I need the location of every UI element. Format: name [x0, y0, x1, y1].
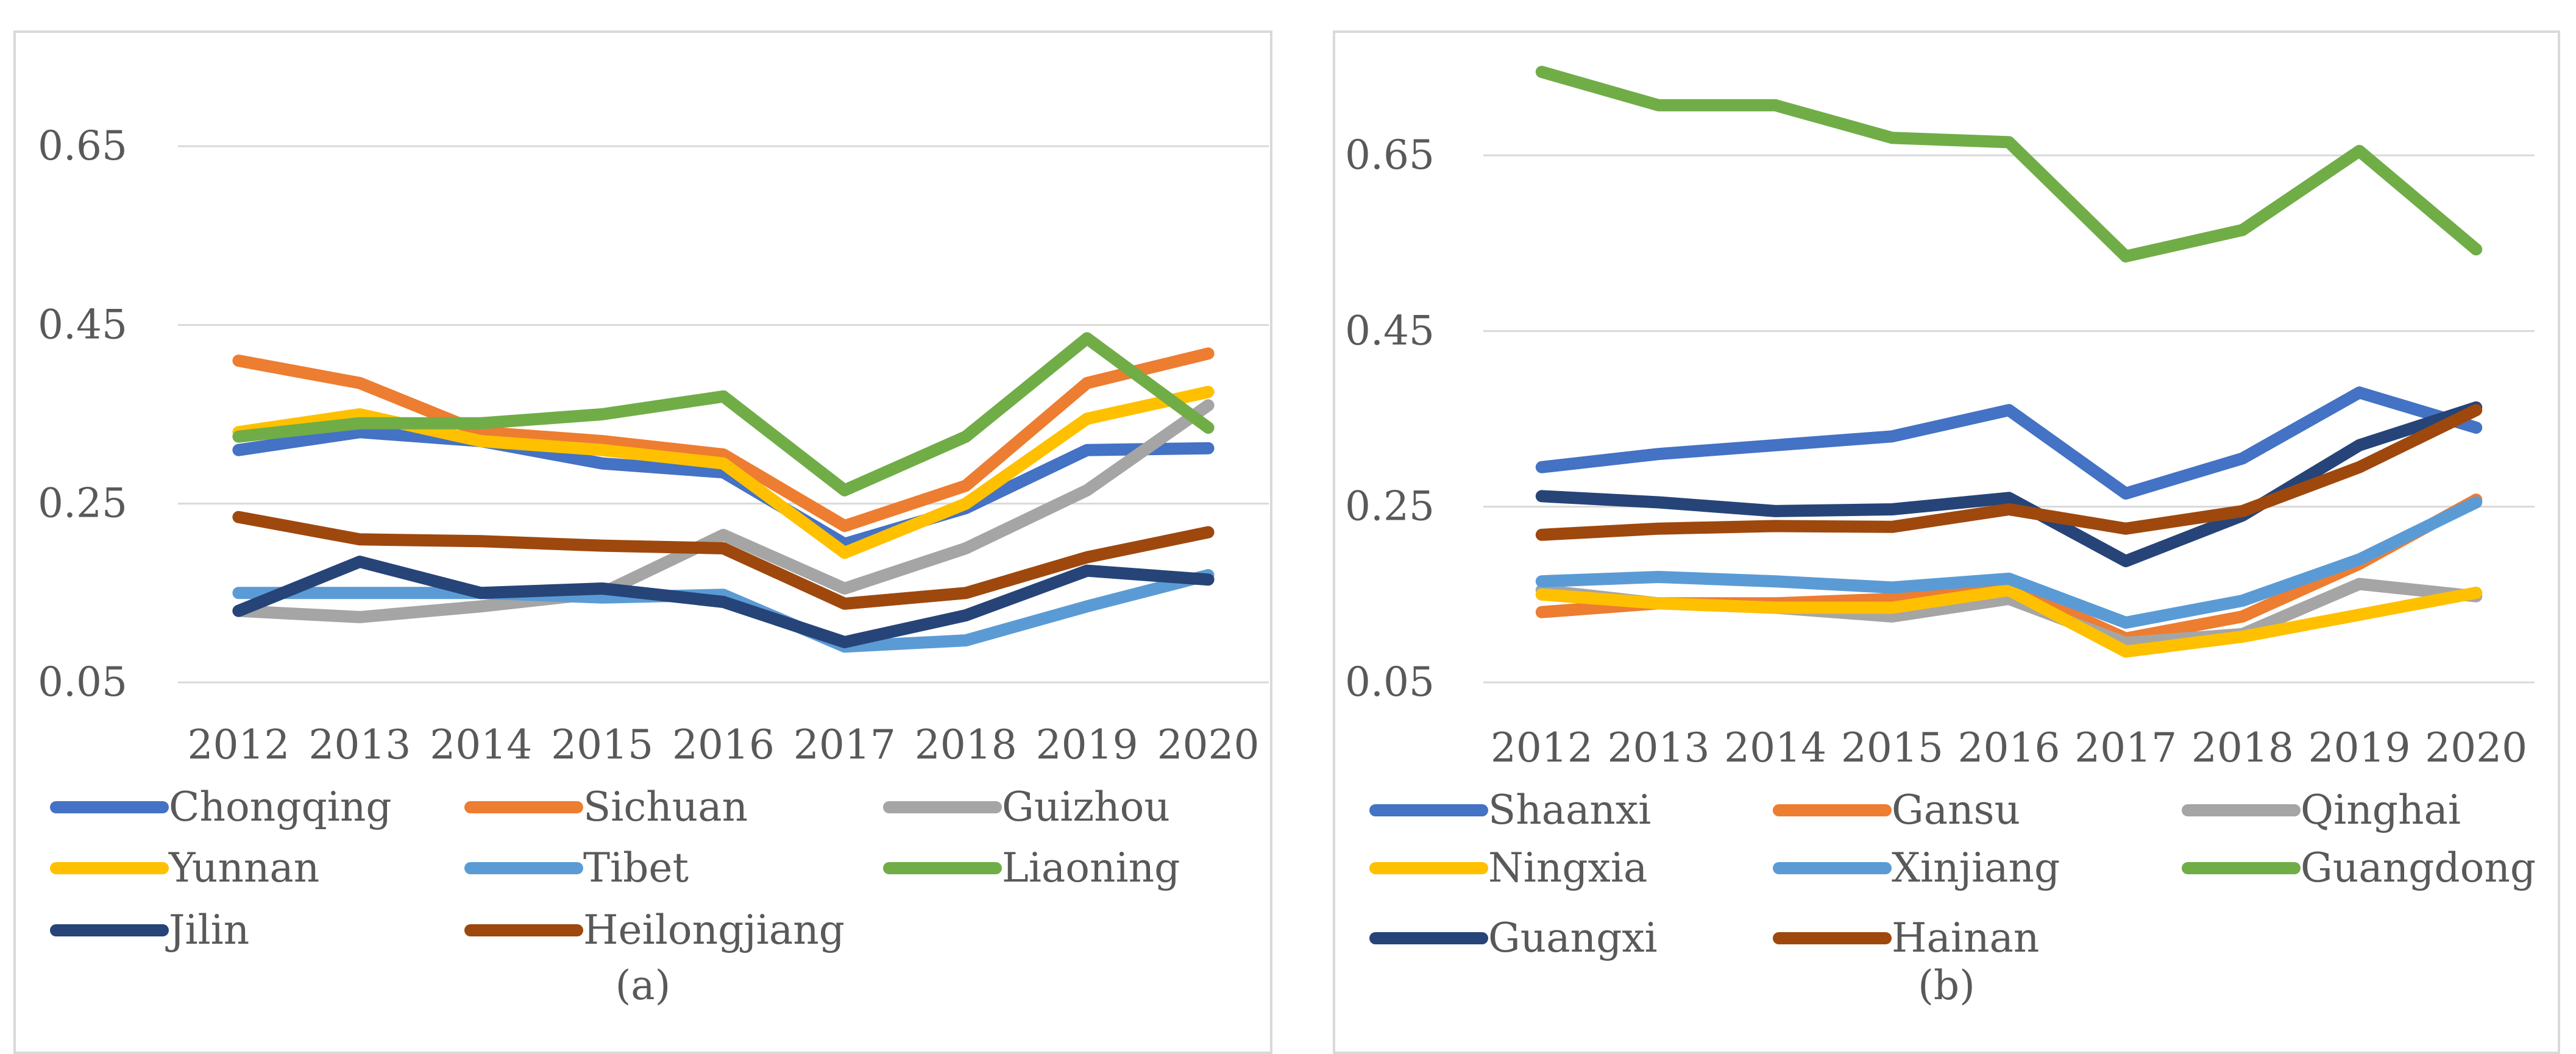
series-line-guizhou [232, 399, 1215, 623]
x-tick-label: 2016 [1958, 724, 2060, 771]
panel-caption: (a) [616, 962, 671, 1009]
x-tick-label: 2018 [2191, 724, 2294, 771]
x-tick-label: 2020 [2425, 724, 2527, 771]
series-line-sichuan [232, 347, 1215, 532]
panel-caption: (b) [1918, 962, 1975, 1009]
legend-item-sichuan: Sichuan [464, 783, 748, 830]
x-tick-label: 2019 [2308, 724, 2411, 771]
legend-item-guangdong: Guangdong [2182, 844, 2536, 891]
legend-label: Liaoning [1002, 844, 1180, 891]
legend-item-tibet: Tibet [464, 844, 689, 891]
legend-item-liaoning: Liaoning [883, 844, 1180, 891]
legend-label: Jilin [165, 907, 249, 953]
series-line-chongqing [232, 426, 1215, 550]
legend-label: Shaanxi [1488, 787, 1651, 833]
legend-label: Sichuan [583, 783, 748, 830]
legend-label: Xinjiang [1892, 844, 2060, 891]
chart-panel-a: 0.05 0.25 0.45 0.65 2012 2013 2014 2015 2016 2017… [13, 0, 1286, 1054]
series-line-jilin [232, 556, 1215, 648]
series-line-guangdong [1535, 66, 2483, 263]
legend-label: Heilongjiang [583, 907, 845, 953]
chart-frame [1333, 30, 2560, 1054]
x-tick-label: 2014 [430, 721, 532, 768]
series-line-ningxia [1535, 584, 2483, 658]
x-tick-label: 2015 [551, 721, 653, 768]
series-line-xinjiang [1535, 496, 2483, 629]
legend-item-qinghai: Qinghai [2182, 787, 2461, 833]
chart-b: 0.05 0.25 0.45 0.65 2012 2013 2014 2015 2016 2017… [1333, 30, 2560, 1054]
legend-item-gansu: Gansu [1773, 787, 2020, 833]
x-tick-label: 2016 [672, 721, 775, 768]
x-tick-label: 2017 [793, 721, 896, 768]
legend-label: Tibet [583, 844, 689, 891]
y-tick-label: 0.45 [38, 301, 127, 348]
series-line-heilongjiang [232, 511, 1215, 610]
x-tick-label: 2020 [1157, 721, 1260, 768]
legend-item-xinjiang: Xinjiang [1773, 844, 2060, 891]
x-tick-label: 2012 [187, 721, 289, 768]
series-line-guangxi [1535, 401, 2483, 567]
legend-label: Chongqing [169, 783, 392, 830]
legend-item-jilin: Jilin [50, 907, 249, 953]
legend-label: Guangdong [2301, 844, 2536, 891]
legend-label: Yunnan [168, 844, 319, 891]
series-line-shaanxi [1535, 386, 2483, 500]
x-tick-label: 2013 [1608, 724, 1710, 771]
legend-label: Guangxi [1488, 914, 1658, 961]
series-line-liaoning [232, 332, 1215, 497]
legend-item-guizhou: Guizhou [883, 783, 1170, 830]
y-tick-label: 0.25 [1345, 483, 1435, 530]
legend-item-heilongjiang: Heilongjiang [464, 907, 845, 953]
chart-panel-b: 0.05 0.25 0.45 0.65 2012 2013 2014 2015 2016 2017… [1333, 0, 2576, 1054]
y-tick-label: 0.05 [38, 659, 127, 706]
x-tick-label: 2012 [1491, 724, 1593, 771]
legend-label: Qinghai [2301, 787, 2461, 833]
x-tick-label: 2013 [308, 721, 411, 768]
legend-label: Guizhou [1002, 783, 1170, 830]
legend-item-hainan: Hainan [1773, 914, 2039, 961]
legend-item-shaanxi: Shaanxi [1369, 787, 1651, 833]
legend-label: Gansu [1892, 787, 2020, 833]
y-tick-label: 0.05 [1345, 659, 1435, 706]
legend-label: Ningxia [1488, 844, 1647, 891]
y-tick-label: 0.45 [1345, 307, 1435, 354]
series-line-hainan [1535, 404, 2483, 541]
legend-item-yunnan: Yunnan [50, 844, 319, 891]
legend-item-guangxi: Guangxi [1369, 914, 1658, 961]
x-tick-label: 2015 [1841, 724, 1943, 771]
legend-item-ningxia: Ningxia [1369, 844, 1647, 891]
chart-a: 0.05 0.25 0.45 0.65 2012 2013 2014 2015 2016 2017… [13, 30, 1272, 1054]
y-tick-label: 0.25 [38, 480, 127, 527]
legend-label: Hainan [1892, 914, 2039, 961]
legend-item-chongqing: Chongqing [50, 783, 392, 830]
y-tick-label: 0.65 [38, 122, 127, 169]
x-tick-label: 2019 [1036, 721, 1138, 768]
series-line-tibet [232, 569, 1215, 653]
x-tick-label: 2014 [1724, 724, 1826, 771]
x-tick-label: 2018 [915, 721, 1017, 768]
y-tick-label: 0.65 [1345, 132, 1435, 179]
x-tick-label: 2017 [2074, 724, 2177, 771]
